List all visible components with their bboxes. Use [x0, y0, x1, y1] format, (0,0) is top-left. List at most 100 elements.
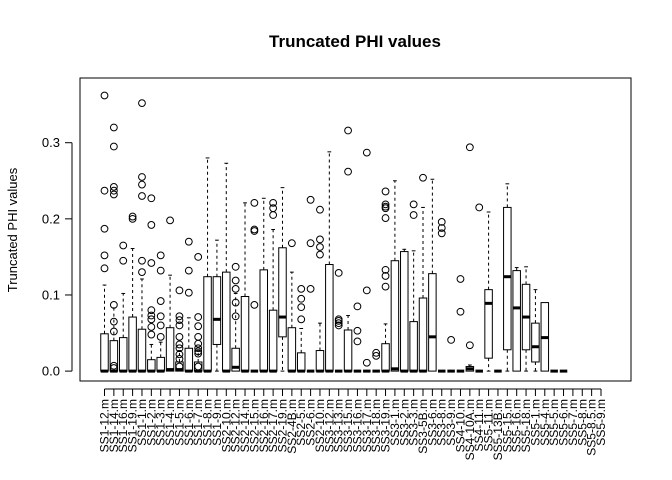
x-tick-label: SS5-4.m [538, 399, 552, 446]
x-tick-label: SS2-16.m [257, 399, 271, 452]
x-tick-label: SS4-10.m [453, 399, 467, 452]
x-tick-label: SS5-6.m [557, 399, 571, 446]
outlier-point [194, 253, 203, 261]
box-group [175, 286, 184, 372]
outlier-point [156, 332, 165, 341]
box-group [428, 178, 437, 372]
outlier-point [128, 212, 137, 221]
box-group [484, 211, 493, 372]
outlier-point [334, 321, 343, 330]
box-group [287, 239, 297, 373]
x-tick-label: SS3-5B.m [416, 399, 430, 454]
outlier-point [109, 142, 118, 151]
chart-title: Truncated PHI values [269, 32, 441, 51]
box [381, 343, 390, 372]
outlier-point [147, 194, 156, 203]
outlier-point [156, 251, 165, 260]
boxes-layer [100, 91, 568, 373]
x-tick-label: SS3-13.m [332, 399, 346, 452]
outlier-point [175, 344, 184, 353]
outlier-point [109, 361, 118, 370]
x-tick-label: SS2-10.m [219, 399, 233, 452]
box-group [409, 200, 418, 373]
outlier-point [409, 200, 418, 209]
x-tick-label: SS5-18.m [519, 399, 533, 452]
outlier-point [437, 229, 446, 238]
outlier-point [231, 312, 240, 321]
x-tick-label: SS1-14.m [107, 399, 121, 452]
outlier-point [353, 326, 362, 335]
x-tick-label: SS3-12.m [322, 399, 336, 452]
outlier-point [109, 190, 118, 199]
box-group [381, 187, 390, 373]
y-tick-label: 0.1 [42, 287, 60, 302]
x-tick-label: SS3-16.m [350, 399, 364, 452]
outlier-point [109, 123, 118, 132]
outlier-point [147, 330, 156, 339]
outlier-point [138, 192, 146, 200]
outlier-point [334, 316, 343, 325]
outlier-point [109, 317, 118, 326]
box-group [362, 148, 371, 373]
outlier-point [344, 167, 352, 176]
outlier-point [194, 322, 203, 331]
y-tick-label: 0.0 [42, 364, 60, 379]
box [428, 273, 437, 372]
outlier-point [138, 268, 146, 277]
x-tick-label: SS1-6.m [182, 399, 196, 446]
outlier-point [381, 204, 390, 213]
outlier-point [250, 225, 259, 234]
box-group [418, 173, 428, 373]
box-group [118, 241, 128, 373]
x-tick-label: SS5-16.m [510, 399, 524, 452]
box-group [240, 202, 250, 373]
outlier-point [465, 143, 474, 152]
box [400, 251, 409, 372]
outlier-point [475, 203, 484, 212]
x-tick-label: SS5-15.m [500, 399, 514, 452]
box [409, 321, 418, 372]
outlier-point [456, 307, 465, 316]
x-tick-label: SS5-5.m [547, 399, 561, 446]
box [240, 295, 250, 372]
outlier-point [175, 350, 184, 359]
box [212, 276, 222, 345]
outlier-point [138, 180, 146, 189]
outlier-point [147, 311, 156, 320]
x-axis: SS1-12.mSS1-14.mSS1-16.mSS1-19.mSS1-1.mS… [98, 388, 608, 460]
outlier-point [353, 337, 362, 346]
outlier-point [269, 198, 278, 207]
outlier-point [306, 239, 315, 248]
x-tick-label: SS1-12.m [98, 399, 112, 452]
outlier-point [175, 312, 184, 321]
x-tick-label: SS2-12.m [229, 399, 243, 452]
box [100, 333, 109, 372]
outlier-point [287, 239, 296, 248]
box-group [259, 197, 269, 373]
x-tick-label: SS5-9.m [594, 399, 608, 446]
box [315, 350, 325, 372]
x-tick-label: SS3-8.m [435, 399, 449, 446]
box [325, 264, 334, 372]
outlier-point [175, 332, 184, 341]
outlier-point [250, 227, 259, 235]
box-group [353, 302, 362, 373]
outlier-point [175, 286, 184, 295]
outlier-point [147, 259, 156, 267]
outlier-point [194, 339, 203, 348]
x-tick-label: SS2-6.m [304, 399, 318, 446]
box [278, 247, 287, 338]
outlier-point [147, 221, 156, 229]
outlier-point [194, 349, 203, 358]
outlier-point [194, 344, 203, 353]
outlier-point [297, 294, 306, 303]
box [343, 329, 353, 372]
box-group [296, 284, 306, 373]
y-tick-label: 0.3 [42, 135, 60, 150]
outlier-point [381, 272, 390, 280]
box-group [165, 216, 175, 372]
x-tick-label: SS3-18.m [369, 399, 383, 452]
outlier-point [156, 321, 165, 330]
outlier-point [297, 315, 306, 324]
